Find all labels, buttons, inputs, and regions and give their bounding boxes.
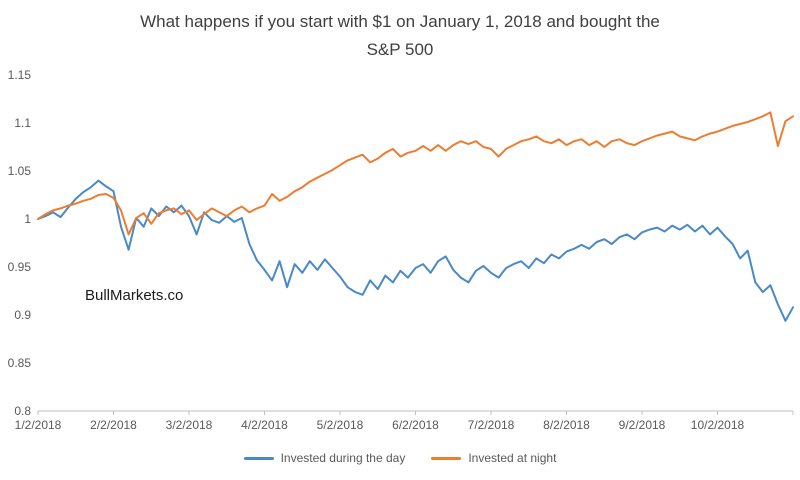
x-axis-tick-label: 8/2/2018 (543, 418, 590, 432)
legend: Invested during the day Invested at nigh… (0, 451, 800, 465)
x-axis-tick-label: 6/2/2018 (392, 418, 439, 432)
y-axis-tick-label: 0.95 (8, 260, 32, 274)
y-axis-tick-label: 0.9 (14, 308, 31, 322)
day-line-swatch-icon (243, 456, 274, 460)
x-axis-tick-label: 7/2/2018 (468, 418, 515, 432)
x-axis-tick-label: 1/2/2018 (15, 418, 62, 432)
x-axis-tick-label: 2/2/2018 (90, 418, 137, 432)
legend-label-night: Invested at night (468, 451, 557, 465)
legend-label-day: Invested during the day (280, 451, 406, 465)
night-line-swatch-icon (431, 456, 462, 460)
day-series-line (37, 179, 794, 322)
chart-title-line-2: S&P 500 (366, 40, 434, 59)
y-axis-tick-label: 1.1 (14, 116, 31, 130)
legend-item-night: Invested at night (431, 451, 556, 465)
y-axis-tick-label: 1.05 (8, 164, 32, 178)
chart-title-line-1: What happens if you start with $1 on Jan… (140, 12, 660, 31)
watermark: BullMarkets.co (85, 287, 184, 304)
night-series-line (37, 111, 794, 236)
x-axis-tick-label: 3/2/2018 (166, 418, 213, 432)
x-axis-tick-label: 4/2/2018 (241, 418, 288, 432)
y-axis-tick-label: 0.85 (8, 356, 32, 370)
chart-title: What happens if you start with $1 on Jan… (0, 8, 800, 64)
legend-item-day: Invested during the day (243, 451, 406, 465)
x-axis-tick-label: 9/2/2018 (619, 418, 666, 432)
y-axis-tick-label: 1.15 (8, 68, 32, 82)
y-axis-tick-label: 0.8 (14, 404, 31, 418)
y-axis-tick-label: 1 (24, 212, 31, 226)
x-axis-tick-label: 5/2/2018 (317, 418, 364, 432)
x-axis-tick-label: 10/2/2018 (691, 418, 745, 432)
